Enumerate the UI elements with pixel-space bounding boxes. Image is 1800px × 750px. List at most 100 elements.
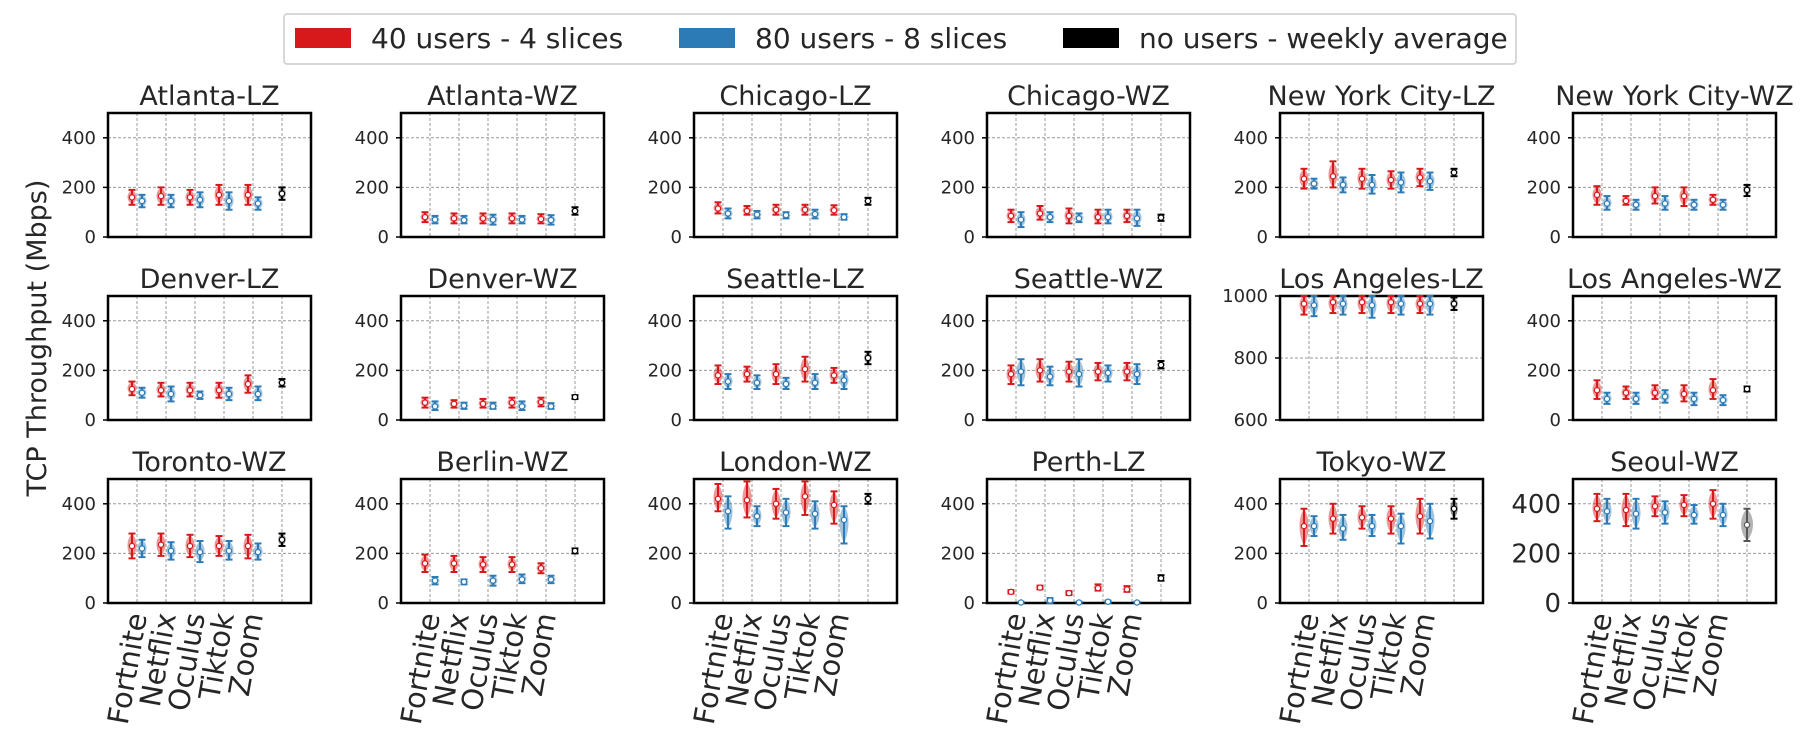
- violin-weekly-average-median: [1157, 361, 1165, 369]
- violin-40-users-tiktok-median: [1680, 390, 1688, 398]
- panel-title: Atlanta-WZ: [427, 81, 578, 112]
- violin-80-users-fortnite-median: [431, 577, 439, 584]
- violin-80-users-fortnite-median: [1603, 395, 1611, 403]
- violin-80-users-fortnite-median: [1017, 368, 1025, 375]
- panel-perth-lz: 0200400Perth-LZFortniteNetflixOculusTikt…: [941, 447, 1192, 727]
- violin-40-users-zoom-median: [1123, 586, 1131, 593]
- violin-40-users-fortnite-median: [714, 205, 722, 212]
- y-tick-label: 200: [1234, 177, 1268, 198]
- violin-80-users-tiktok-median: [225, 547, 233, 555]
- violin-40-users-netflix-median: [1329, 299, 1337, 306]
- violin-80-users-oculus-median: [196, 196, 204, 203]
- violin-40-users-oculus-median: [186, 194, 194, 201]
- panel-london-wz: 0200400London-WZFortniteNetflixOculusTik…: [648, 447, 899, 727]
- violin-40-users-zoom-median: [1123, 368, 1131, 375]
- violin-40-users-tiktok-median: [1680, 192, 1688, 200]
- violin-weekly-average-median: [1450, 505, 1458, 512]
- y-tick-label: 400: [1234, 494, 1268, 515]
- violin-40-users-fortnite-median: [1593, 387, 1601, 394]
- violin-80-users-zoom-median: [1719, 201, 1727, 208]
- violin-40-users-fortnite-median: [421, 560, 429, 567]
- y-tick-label: 200: [355, 360, 389, 381]
- y-tick-label: 0: [964, 227, 975, 248]
- y-tick-label: 400: [1511, 490, 1561, 520]
- violin-80-users-netflix-median: [1632, 395, 1640, 403]
- panel-new-york-city-wz: 0 200 400 New York City-WZ: [1527, 81, 1794, 248]
- violin-weekly-average-median: [864, 354, 872, 362]
- violin-weekly-average-median: [1450, 169, 1458, 176]
- violin-80-users-netflix-median: [460, 578, 468, 586]
- violin-80-users-fortnite-median: [1310, 522, 1318, 530]
- panel-title: Seoul-WZ: [1610, 447, 1739, 478]
- axes-frame: [399, 294, 606, 422]
- violin-80-users-tiktok-median: [225, 197, 233, 205]
- violin-80-users-oculus-median: [1661, 509, 1669, 516]
- panel-title: Chicago-LZ: [719, 81, 871, 112]
- legend-box: [283, 13, 1517, 65]
- violin-40-users-tiktok-median: [215, 191, 223, 199]
- panel-title: Seattle-WZ: [1014, 264, 1163, 295]
- y-tick-label: 200: [648, 177, 682, 198]
- violin-40-users-oculus-median: [1358, 514, 1366, 521]
- violin-40-users-oculus-median: [1651, 503, 1659, 510]
- y-tick-label: 200: [941, 543, 975, 564]
- panel-title: Denver-LZ: [140, 264, 280, 295]
- violin-40-users-tiktok-median: [1094, 213, 1102, 221]
- panel-title: Atlanta-LZ: [139, 81, 279, 112]
- violin-80-users-netflix-median: [167, 547, 175, 555]
- violin-40-users-netflix-median: [1622, 197, 1630, 205]
- violin-40-users-netflix-median: [1622, 389, 1630, 396]
- axes-frame: [985, 477, 1192, 605]
- violin-40-users-zoom-median: [1709, 500, 1717, 507]
- violin-40-users-oculus-median: [1065, 368, 1073, 375]
- violin-80-users-netflix-median: [1046, 213, 1054, 221]
- violin-40-users-netflix-median: [157, 541, 165, 548]
- violin-80-users-zoom-median: [1426, 177, 1434, 185]
- violin-40-users-oculus-median: [1065, 212, 1073, 220]
- violin-80-users-tiktok-median: [518, 576, 526, 583]
- violin-80-users-netflix-median: [1632, 201, 1640, 208]
- violin-weekly-average-median: [1450, 300, 1458, 307]
- panel-title: Berlin-WZ: [436, 447, 568, 478]
- violin-40-users-tiktok-median: [1094, 584, 1102, 592]
- violin-40-users-netflix-median: [1036, 210, 1044, 217]
- y-tick-label: 200: [1511, 539, 1561, 569]
- violin-40-users-tiktok-median: [1387, 515, 1395, 522]
- violin-40-users-zoom-median: [1416, 300, 1424, 307]
- violin-40-users-netflix-median: [157, 192, 165, 200]
- violin-weekly-average-median: [864, 495, 872, 503]
- violin-80-users-zoom-median: [840, 213, 848, 221]
- violin-80-users-tiktok-median: [811, 379, 819, 386]
- violin-80-users-tiktok-median: [811, 210, 819, 218]
- panel-berlin-wz: 0200400Berlin-WZFortniteNetflixOculusTik…: [355, 447, 606, 727]
- y-tick-label: 400: [62, 494, 96, 515]
- y-tick-label: 0: [964, 410, 975, 431]
- y-tick-label: 0: [1257, 593, 1268, 614]
- violin-weekly-average-median: [1743, 521, 1751, 529]
- y-tick-label: 200: [62, 360, 96, 381]
- violin-40-users-zoom-median: [1709, 387, 1717, 394]
- y-tick-label: 400: [648, 311, 682, 332]
- y-tick-label: 400: [941, 494, 975, 515]
- violin-80-users-oculus-median: [196, 548, 204, 556]
- violin-80-users-tiktok-median: [1690, 395, 1698, 403]
- violin-80-users-fortnite-median: [1603, 508, 1611, 515]
- violin-80-users-oculus-median: [782, 211, 790, 219]
- y-tick-label: 200: [1527, 360, 1561, 381]
- panel-title: Tokyo-WZ: [1316, 447, 1447, 478]
- axes-frame: [692, 111, 899, 239]
- axes-frame: [1278, 111, 1485, 239]
- panel-atlanta-lz: 0 200 400 Atlanta-LZ: [62, 81, 313, 248]
- violin-40-users-netflix-median: [1036, 367, 1044, 374]
- violin-40-users-zoom-median: [830, 501, 838, 509]
- legend-label-80-users: 80 users - 8 slices: [755, 22, 1007, 55]
- violin-40-users-netflix-median: [1036, 584, 1044, 591]
- y-tick-label: 400: [648, 494, 682, 515]
- violin-80-users-netflix-median: [1339, 181, 1347, 189]
- violin-80-users-netflix-median: [167, 197, 175, 205]
- panel-title: Los Angeles-LZ: [1279, 264, 1484, 295]
- panel-seoul-wz: 0200400Seoul-WZFortniteNetflixOculusTikt…: [1511, 447, 1778, 727]
- y-tick-label: 0: [1550, 410, 1561, 431]
- violin-40-users-zoom-median: [537, 215, 545, 223]
